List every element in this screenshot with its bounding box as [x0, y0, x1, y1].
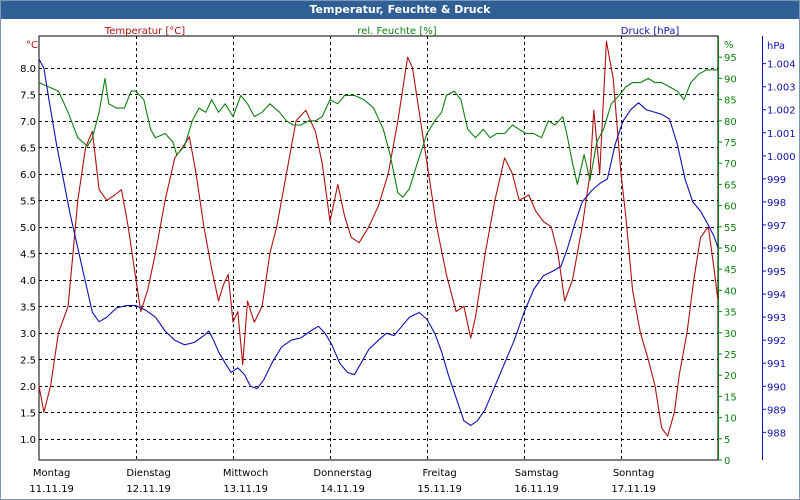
- pressure-legend-label: Druck [hPa]: [621, 26, 680, 37]
- temperature-tick-label: 4.0: [20, 276, 36, 287]
- humidity-tick-label: 25: [724, 350, 737, 361]
- pressure-tick-label: 991: [767, 359, 786, 370]
- x-tick-day: Dienstag: [126, 468, 171, 479]
- pressure-tick-label: 989: [767, 405, 786, 416]
- pressure-tick-label: 994: [767, 290, 786, 301]
- x-tick-date: 11.11.19: [29, 484, 74, 495]
- temperature-tick-label: 7.0: [20, 117, 36, 128]
- pressure-tick-label: 999: [767, 175, 786, 186]
- temperature-tick-label: 2.5: [20, 355, 36, 366]
- pressure-tick-label: 996: [767, 244, 786, 255]
- humidity-tick-label: 5: [724, 435, 730, 446]
- temperature-tick-label: 2.0: [20, 382, 36, 393]
- humidity-tick-label: 45: [724, 265, 737, 276]
- temperature-tick-label: 3.0: [20, 329, 36, 340]
- temperature-tick-label: 5.5: [20, 196, 36, 207]
- temperature-tick-label: 1.5: [20, 408, 36, 419]
- x-tick-date: 12.11.19: [126, 484, 171, 495]
- x-tick-date: 15.11.19: [417, 484, 462, 495]
- temperature-tick-label: 8.0: [20, 64, 36, 75]
- pressure-tick-label: 1.000: [767, 152, 796, 163]
- humidity-tick-label: 0: [724, 456, 730, 467]
- humidity-tick-label: 15: [724, 392, 737, 403]
- temperature-tick-label: 5.0: [20, 223, 36, 234]
- temperature-series-line: [38, 40, 719, 437]
- humidity-tick-label: 30: [724, 329, 737, 340]
- chart-grid: [38, 35, 719, 461]
- humidity-tick-label: 55: [724, 223, 737, 234]
- temperature-tick-label: 7.5: [20, 90, 36, 101]
- humidity-unit: %: [724, 40, 734, 51]
- humidity-legend-label: rel. Feuchte [%]: [357, 26, 436, 37]
- humidity-series-line: [38, 69, 718, 198]
- x-tick-date: 13.11.19: [223, 484, 268, 495]
- pressure-tick-label: 1.001: [767, 129, 796, 140]
- chart-series: [38, 40, 719, 437]
- temperature-tick-label: 4.5: [20, 249, 36, 260]
- humidity-tick-label: 20: [724, 371, 737, 382]
- x-tick-day: Montag: [33, 468, 70, 479]
- temperature-unit: °C: [26, 40, 38, 51]
- chart-axes: 1.0 1.5 2.0 2.5 3.0 3.5 4.0 4.5 5.0 5.5 6.0 6.5 7.0 7…: [20, 36, 796, 467]
- humidity-tick-label: 85: [724, 96, 737, 107]
- x-tick-day: Samstag: [515, 468, 559, 479]
- pressure-tick-label: 988: [767, 428, 786, 439]
- pressure-tick-label: 993: [767, 313, 786, 324]
- temperature-legend-label: Temperatur [°C]: [104, 26, 185, 37]
- chart-labels: Montag 11.11.19 Dienstag 12.11.19 Mittwoch 13…: [29, 26, 679, 495]
- x-tick-day: Freitag: [422, 468, 456, 479]
- humidity-tick-label: 80: [724, 117, 737, 128]
- window-title: Temperatur, Feuchte & Druck: [1, 1, 799, 19]
- x-tick-day: Mittwoch: [223, 468, 268, 479]
- x-tick-day: Sonntag: [613, 468, 655, 479]
- pressure-tick-label: 997: [767, 221, 786, 232]
- humidity-tick-label: 10: [724, 414, 737, 425]
- temperature-tick-label: 1.0: [20, 435, 36, 446]
- x-tick-date: 16.11.19: [514, 484, 559, 495]
- temperature-tick-label: 6.5: [20, 143, 36, 154]
- pressure-tick-label: 990: [767, 382, 786, 393]
- humidity-tick-label: 35: [724, 308, 737, 319]
- pressure-tick-label: 998: [767, 198, 786, 209]
- pressure-unit: hPa: [767, 41, 785, 52]
- humidity-tick-label: 50: [724, 244, 737, 255]
- temperature-tick-label: 6.0: [20, 170, 36, 181]
- humidity-tick-label: 65: [724, 180, 737, 191]
- pressure-series-line: [38, 58, 719, 426]
- humidity-tick-label: 60: [724, 202, 737, 213]
- pressure-tick-label: 1.004: [767, 60, 796, 71]
- x-tick-date: 17.11.19: [611, 484, 656, 495]
- humidity-tick-label: 40: [724, 286, 737, 297]
- humidity-tick-label: 75: [724, 138, 737, 149]
- pressure-tick-label: 1.002: [767, 106, 796, 117]
- humidity-tick-label: 95: [724, 53, 737, 64]
- pressure-tick-label: 995: [767, 267, 786, 278]
- x-tick-date: 14.11.19: [320, 484, 365, 495]
- x-tick-day: Donnerstag: [313, 468, 371, 479]
- humidity-tick-label: 90: [724, 74, 737, 85]
- humidity-tick-label: 70: [724, 159, 737, 170]
- pressure-tick-label: 1.003: [767, 83, 796, 94]
- temperature-tick-label: 3.5: [20, 302, 36, 313]
- pressure-tick-label: 992: [767, 336, 786, 347]
- plot-border: [38, 35, 719, 461]
